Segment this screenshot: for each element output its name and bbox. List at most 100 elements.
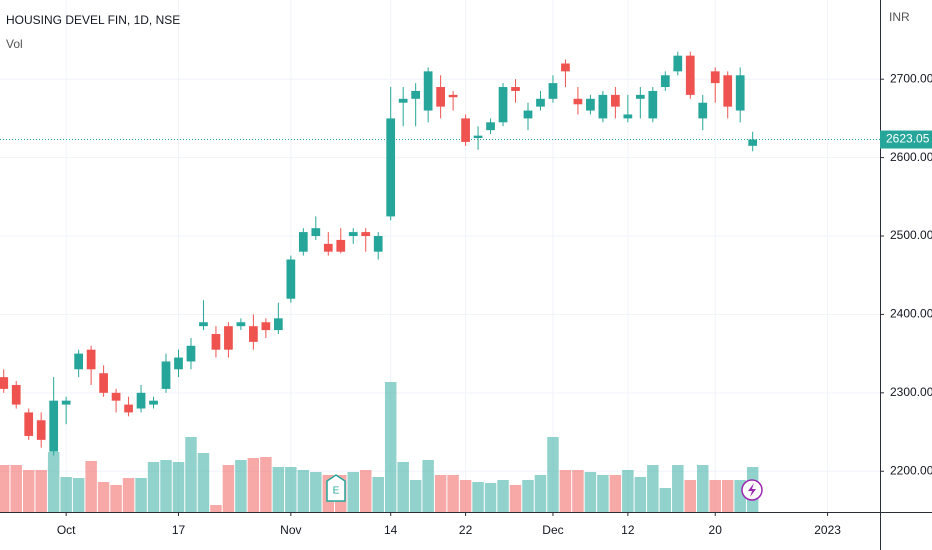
volume-bar <box>222 465 235 512</box>
candle-body <box>586 98 595 111</box>
volume-bar <box>709 480 721 512</box>
volume-bar <box>721 480 734 512</box>
volume-bar <box>197 453 210 512</box>
y-tick-label: 2500.00 <box>890 228 932 242</box>
volume-bar <box>597 475 609 512</box>
volume-bar <box>310 472 322 512</box>
candle-body <box>660 75 670 88</box>
axes: 2200.00 2300.00 2400.00 2500.00 2600.00 2700.… <box>57 71 932 537</box>
volume-bar <box>434 475 447 512</box>
earnings-icon[interactable]: E <box>326 474 346 502</box>
volume-bar <box>672 465 684 512</box>
volume-bar <box>697 465 709 512</box>
candle-body <box>36 420 46 440</box>
volume-bar <box>97 482 110 512</box>
candle-body <box>498 87 508 123</box>
volume-bar <box>147 462 160 512</box>
volume-bar <box>160 460 172 512</box>
last-price-box <box>880 130 932 149</box>
volume-bar <box>0 465 10 512</box>
candle-body <box>561 63 570 72</box>
volume-bar <box>447 475 459 512</box>
candle-body <box>211 334 221 350</box>
candle-body <box>361 232 371 237</box>
volume-bar <box>272 467 285 512</box>
candle-body <box>86 349 96 370</box>
x-tick-label: 22 <box>459 523 473 537</box>
volume-bars <box>0 382 759 512</box>
x-tick-label: 20 <box>709 523 723 537</box>
candles <box>0 51 758 456</box>
candle-body <box>685 55 695 95</box>
y-tick-label: 2700.00 <box>890 71 932 85</box>
candle-body <box>373 236 383 252</box>
candle-body <box>735 75 745 111</box>
candle-body <box>648 90 658 119</box>
candle-body <box>698 102 708 119</box>
candle-body <box>673 55 683 72</box>
candle-body <box>74 353 84 370</box>
volume-bar <box>247 458 260 512</box>
candle-body <box>286 259 296 299</box>
candle-body <box>623 114 633 119</box>
volume-bar <box>409 480 422 512</box>
volume-bar <box>534 475 547 512</box>
volume-bar <box>110 485 122 512</box>
candle-body <box>548 83 558 99</box>
volume-bar <box>459 480 472 512</box>
candle-body <box>236 322 246 327</box>
volume-bar <box>10 465 22 512</box>
volume-bar <box>22 470 35 512</box>
x-tick-label: Dec <box>542 523 563 537</box>
candle-body <box>461 118 470 142</box>
candle-body <box>49 400 59 452</box>
svg-text:E: E <box>333 486 340 497</box>
volume-bar <box>422 460 434 512</box>
y-tick-label: 2200.00 <box>890 463 932 477</box>
candle-body <box>186 345 196 362</box>
y-tick-label: 2300.00 <box>890 385 932 399</box>
candle-body <box>61 400 71 405</box>
candle-body <box>573 98 583 105</box>
volume-bar <box>372 477 384 512</box>
candle-body <box>598 94 608 119</box>
candle-body <box>411 90 421 99</box>
flash-icon[interactable] <box>741 479 763 501</box>
volume-bar <box>584 472 597 512</box>
volume-bar <box>35 470 47 512</box>
candle-body <box>298 232 308 252</box>
candle-body <box>386 118 396 217</box>
candle-body <box>423 71 433 111</box>
volume-bar <box>72 478 85 512</box>
candle-body <box>448 94 458 98</box>
volume-bar <box>397 462 409 512</box>
y-tick-label: 2400.00 <box>890 307 932 321</box>
candle-body <box>249 326 258 342</box>
volume-bar <box>547 437 559 512</box>
volume-bar <box>297 470 310 512</box>
candle-body <box>174 357 183 370</box>
volume-bar <box>572 470 584 512</box>
volume-bar <box>559 470 572 512</box>
volume-bar <box>497 480 509 512</box>
volume-bar <box>210 505 222 512</box>
volume-bar <box>47 452 60 512</box>
candle-body <box>149 400 158 405</box>
candle-body <box>336 239 346 252</box>
volume-bar <box>285 467 297 512</box>
volume-bar <box>235 460 247 512</box>
volume-bar <box>85 461 97 512</box>
chart-title: HOUSING DEVEL FIN, 1D, NSE <box>6 13 180 27</box>
candle-body <box>635 94 645 99</box>
candle-body <box>348 232 358 237</box>
volume-bar <box>622 470 634 512</box>
volume-bar <box>609 475 622 512</box>
candle-body <box>124 404 133 413</box>
volume-bar <box>347 472 359 512</box>
candle-body <box>436 87 445 107</box>
candle-body <box>611 94 620 107</box>
candle-body <box>199 322 208 327</box>
volume-bar <box>522 480 534 512</box>
currency-label: INR <box>889 10 910 24</box>
